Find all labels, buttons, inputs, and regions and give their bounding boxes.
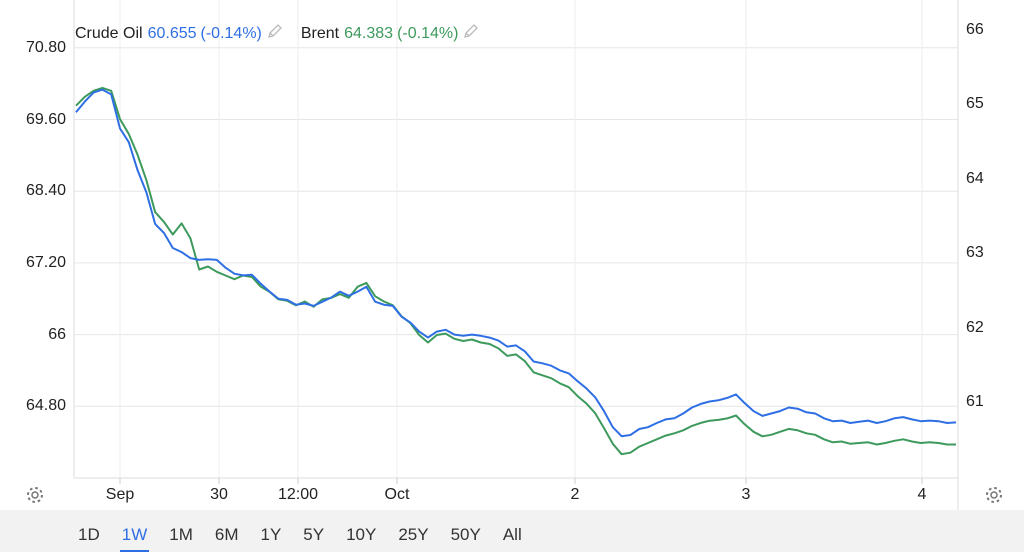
range-button-25y[interactable]: 25Y <box>398 525 429 544</box>
y-tick-right: 61 <box>966 393 984 411</box>
chart-legend: Crude Oil 60.655 (-0.14%) Brent 64.383 (… <box>75 23 497 44</box>
gear-icon[interactable] <box>983 484 1005 506</box>
range-button-all[interactable]: All <box>502 525 522 544</box>
pencil-icon[interactable] <box>463 23 479 44</box>
y-tick-left: 69.60 <box>25 110 66 128</box>
x-tick-label: 3 <box>741 486 751 503</box>
pencil-icon[interactable] <box>267 23 283 44</box>
x-tick-label: 4 <box>917 486 927 503</box>
range-button-6m[interactable]: 6M <box>214 525 239 544</box>
x-tick-label: 12:00 <box>277 486 319 503</box>
y-tick-right: 64 <box>966 169 984 187</box>
y-tick-right: 65 <box>966 95 984 113</box>
y-tick-left: 67.20 <box>25 253 66 271</box>
brent-series-value: 64.383 <box>344 24 394 42</box>
crude-oil-series-line <box>75 88 957 438</box>
range-button-10y[interactable]: 10Y <box>346 525 377 544</box>
x-tick-label: Sep <box>105 486 135 503</box>
range-button-5y[interactable]: 5Y <box>303 525 325 544</box>
range-button-50y[interactable]: 50Y <box>450 525 481 544</box>
range-button-1d[interactable]: 1D <box>78 525 100 544</box>
range-button-1m[interactable]: 1M <box>169 525 193 544</box>
y-tick-left: 70.80 <box>25 38 66 56</box>
brent-series-name: Brent <box>300 24 340 42</box>
y-tick-right: 63 <box>966 244 984 262</box>
x-tick-label: 2 <box>570 486 580 503</box>
crude-series-value: 60.655 <box>147 24 197 42</box>
crude-series-name: Crude Oil <box>75 24 143 42</box>
x-tick-label: Oct <box>384 486 410 503</box>
brent-series-change: (-0.14%) <box>397 24 459 42</box>
y-tick-left: 64.80 <box>25 397 66 415</box>
x-tick-label: 30 <box>210 486 228 503</box>
y-tick-left: 66 <box>48 325 66 343</box>
y-tick-left: 68.40 <box>25 182 66 200</box>
range-button-1y[interactable]: 1Y <box>260 525 282 544</box>
range-selector: 1D 1W 1M 6M 1Y 5Y 10Y 25Y 50Y All <box>0 510 1024 552</box>
y-tick-right: 62 <box>966 318 984 336</box>
gear-icon[interactable] <box>24 484 46 506</box>
range-button-1w[interactable]: 1W <box>114 521 156 552</box>
y-tick-right: 66 <box>966 20 984 38</box>
brent-series-line <box>75 86 956 456</box>
crude-series-change: (-0.14%) <box>200 24 262 42</box>
